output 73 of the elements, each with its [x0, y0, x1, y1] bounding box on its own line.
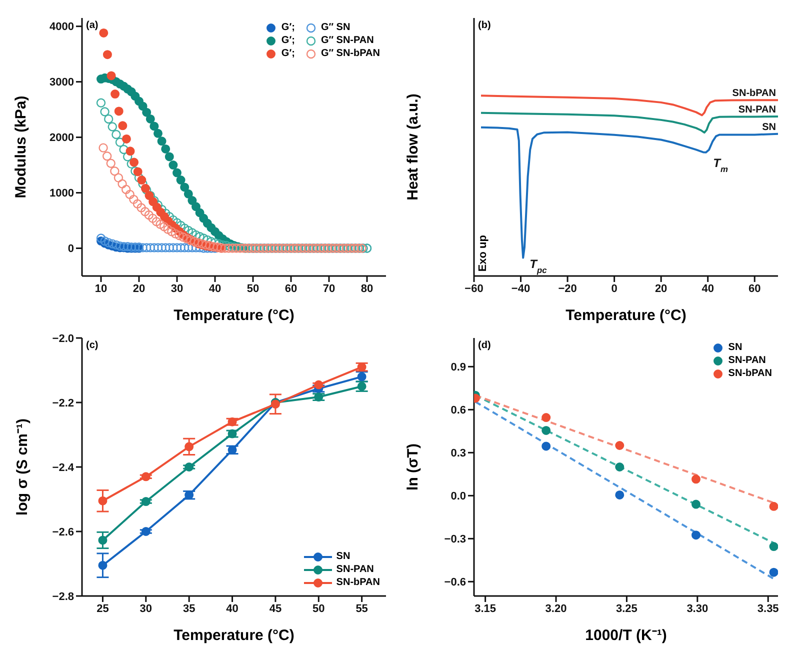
- annotation: (c): [86, 340, 98, 351]
- legend-label: G′;: [281, 35, 295, 46]
- legend-label: SN: [728, 342, 742, 353]
- x-tick-label: 45: [269, 602, 282, 615]
- legend-label: SN-bPAN: [336, 577, 380, 588]
- y-tick-label: 0.3: [450, 448, 466, 460]
- y-tick-label: 1000: [50, 188, 74, 200]
- y-tick-label: −0.3: [444, 534, 466, 546]
- x-tick-label: 3.30: [686, 602, 708, 615]
- legend-label: G″ SN-bPAN: [320, 48, 380, 59]
- series-label: SN-bPAN: [732, 88, 776, 100]
- y-tick-label: 0: [68, 243, 74, 256]
- x-axis-title: Temperature (°C): [564, 307, 688, 324]
- x-tick-label: 20: [654, 282, 668, 295]
- x-tick-label: 30: [140, 602, 152, 615]
- x-axis-title: Temperature (°C): [172, 627, 296, 644]
- annotation: T$_{m}$: [713, 156, 729, 174]
- y-tick-label: −0.6: [444, 576, 466, 589]
- x-tick-label: −60: [464, 282, 484, 295]
- x-tick-label: 3.35: [757, 602, 779, 615]
- legend-label: G′;: [281, 48, 295, 59]
- x-tick-label: 35: [182, 602, 196, 615]
- y-tick-label: −2.0: [52, 332, 74, 345]
- y-tick-label: −2.4: [52, 462, 75, 474]
- y-tick-label: −2.6: [52, 526, 74, 538]
- x-tick-label: 3.15: [474, 602, 496, 615]
- legend-label: SN-PAN: [728, 355, 766, 366]
- annotation: T$_{pc}$: [530, 257, 548, 276]
- x-tick-label: 30: [170, 282, 184, 295]
- y-axis-title: Heat flow (a.u.): [404, 94, 422, 200]
- y-tick-label: 2000: [50, 132, 74, 144]
- x-axis-title: 1000/T (K⁻¹): [584, 626, 668, 644]
- series-label: SN: [762, 122, 776, 133]
- x-tick-label: 50: [312, 602, 325, 615]
- x-tick-label: 3.25: [616, 602, 638, 615]
- legend-label: G″ SN: [320, 22, 350, 33]
- y-tick-label: −2.2: [52, 397, 74, 410]
- x-tick-label: 70: [322, 282, 336, 295]
- y-axis-title: log σ (S cm⁻¹): [13, 418, 31, 516]
- x-tick-label: 0: [611, 282, 618, 295]
- x-tick-label: 60: [748, 282, 761, 295]
- y-tick-label: −2.8: [52, 590, 74, 603]
- text: (b): [478, 20, 491, 31]
- y-tick-label: 3000: [50, 76, 74, 89]
- x-tick-label: −40: [511, 282, 530, 295]
- legend-label: G″ SN-PAN: [320, 35, 374, 46]
- x-tick-label: 40: [702, 282, 714, 295]
- x-axis-title: Temperature (°C): [172, 307, 296, 324]
- y-tick-label: 0.9: [450, 362, 466, 374]
- x-tick-label: −20: [558, 282, 577, 295]
- annotation: (d): [478, 340, 491, 351]
- y-axis-title: Modulus (kPa): [12, 96, 30, 198]
- x-tick-label: 10: [94, 282, 108, 295]
- y-tick-label: 0.6: [450, 404, 466, 417]
- x-tick-label: 20: [132, 282, 146, 295]
- x-tick-label: 80: [360, 282, 374, 295]
- legend-label: SN-bPAN: [728, 368, 772, 379]
- legend-label: SN-PAN: [336, 564, 374, 575]
- x-tick-label: 40: [208, 282, 222, 295]
- y-tick-label: 0.0: [450, 490, 466, 503]
- x-tick-label: 3.20: [545, 602, 567, 615]
- x-tick-label: 40: [226, 602, 238, 615]
- x-tick-label: 55: [356, 602, 368, 615]
- legend-label: G′;: [281, 22, 295, 33]
- x-tick-label: 25: [96, 602, 109, 615]
- series-label: SN-PAN: [738, 104, 776, 116]
- legend-label: SN: [336, 551, 350, 562]
- x-tick-label: 60: [284, 282, 298, 295]
- y-axis-title: ln (σT): [404, 444, 422, 490]
- annotation: Exo up: [477, 235, 489, 272]
- y-tick-label: 4000: [50, 21, 74, 34]
- annotation: (a): [86, 20, 98, 31]
- x-tick-label: 50: [246, 282, 260, 295]
